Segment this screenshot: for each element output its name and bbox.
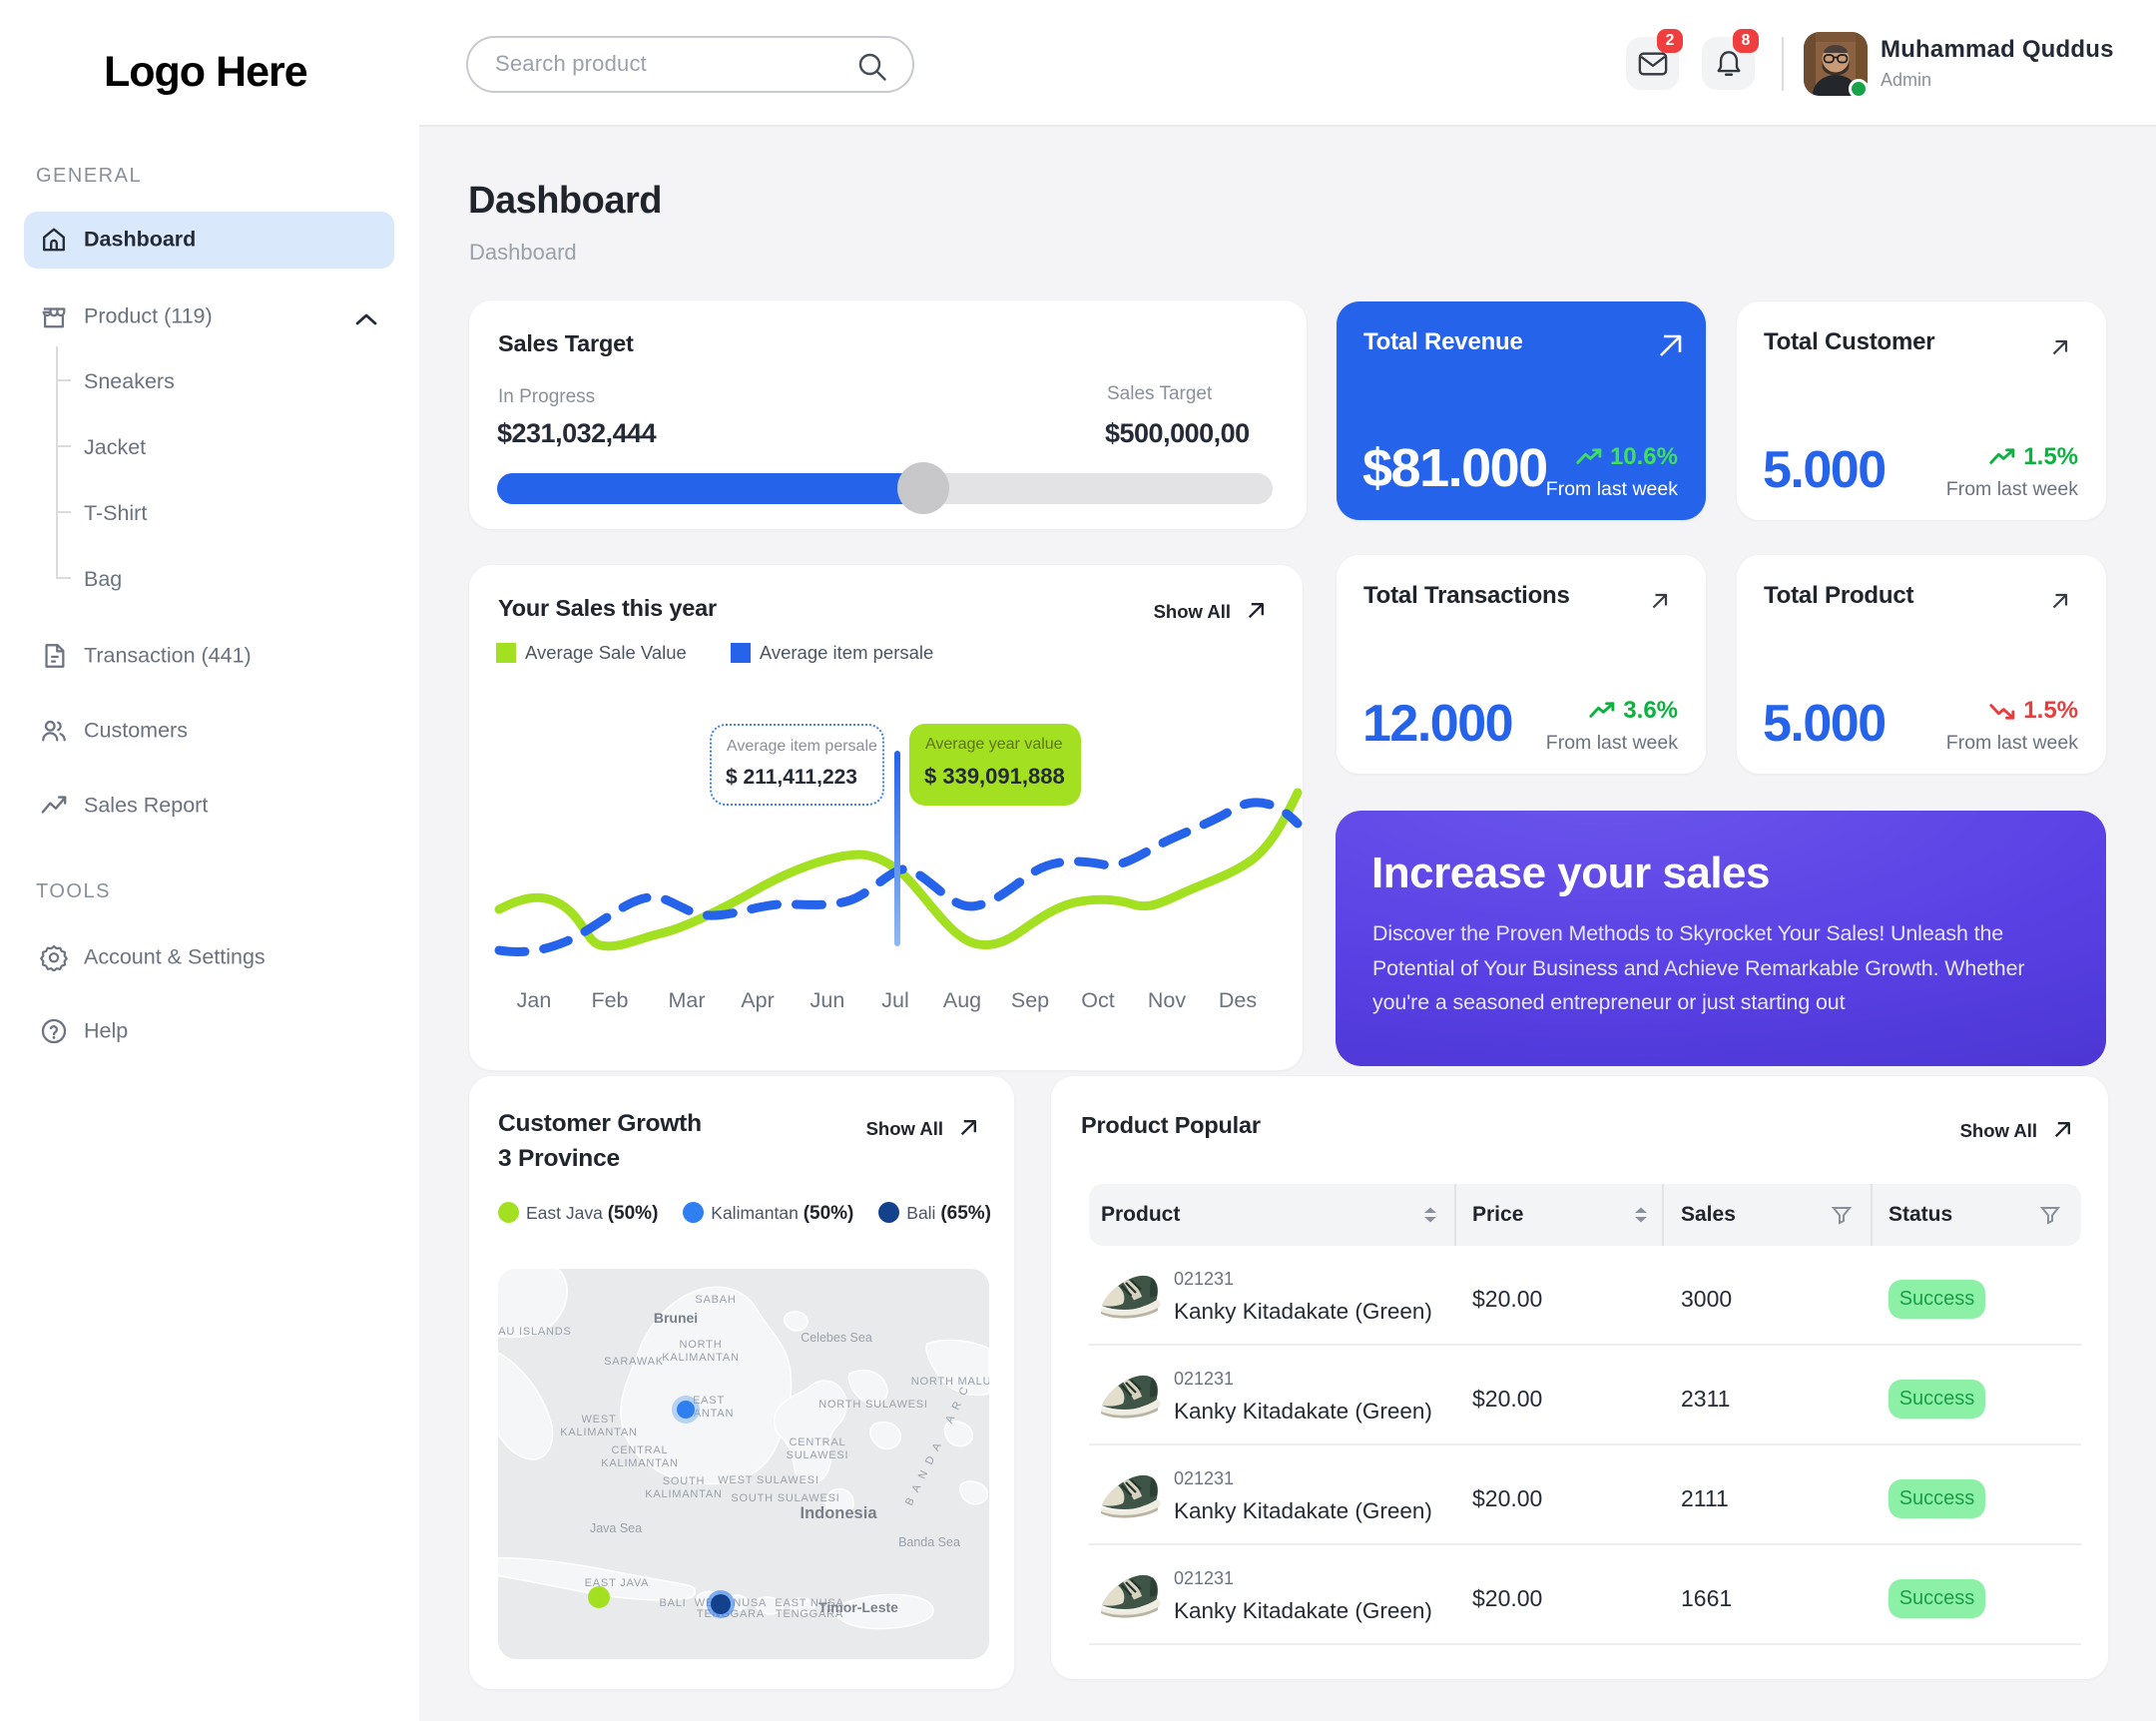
svg-text:KALIMANTAN: KALIMANTAN <box>560 1427 637 1438</box>
svg-text:SULAWESI: SULAWESI <box>787 1449 849 1461</box>
svg-text:Celebes Sea: Celebes Sea <box>801 1331 872 1345</box>
svg-text:KALIMANTAN: KALIMANTAN <box>662 1352 739 1364</box>
svg-text:KALIMANTAN: KALIMANTAN <box>601 1457 678 1469</box>
svg-text:EAST NUSA: EAST NUSA <box>775 1597 843 1609</box>
svg-text:Java Sea: Java Sea <box>590 1521 642 1535</box>
svg-text:Indonesia: Indonesia <box>800 1504 877 1522</box>
svg-text:WEST: WEST <box>582 1414 617 1426</box>
svg-text:NORTH SULAWESI: NORTH SULAWESI <box>818 1399 928 1411</box>
svg-text:SOUTH SULAWESI: SOUTH SULAWESI <box>731 1492 839 1504</box>
svg-text:IAU ISLANDS: IAU ISLANDS <box>498 1326 572 1338</box>
svg-text:SABAH: SABAH <box>695 1294 736 1306</box>
svg-text:EAST: EAST <box>693 1395 725 1407</box>
svg-text:CENTRAL: CENTRAL <box>790 1436 846 1448</box>
svg-text:Timor-Leste: Timor-Leste <box>818 1599 898 1615</box>
svg-text:NORTH MALUI: NORTH MALUI <box>911 1376 989 1388</box>
svg-text:NORTH: NORTH <box>680 1339 723 1351</box>
svg-text:WEST SULAWESI: WEST SULAWESI <box>718 1474 818 1486</box>
svg-text:SARAWAK: SARAWAK <box>604 1356 664 1368</box>
svg-text:Banda Sea: Banda Sea <box>898 1535 960 1549</box>
svg-text:EAST JAVA: EAST JAVA <box>585 1577 650 1589</box>
svg-text:TENGGARA: TENGGARA <box>776 1608 843 1620</box>
svg-text:KALIMANTAN: KALIMANTAN <box>645 1488 722 1500</box>
svg-text:Brunei: Brunei <box>654 1310 698 1326</box>
svg-text:SOUTH: SOUTH <box>663 1475 706 1487</box>
svg-text:BALI: BALI <box>659 1597 686 1609</box>
svg-text:CENTRAL: CENTRAL <box>612 1444 669 1456</box>
